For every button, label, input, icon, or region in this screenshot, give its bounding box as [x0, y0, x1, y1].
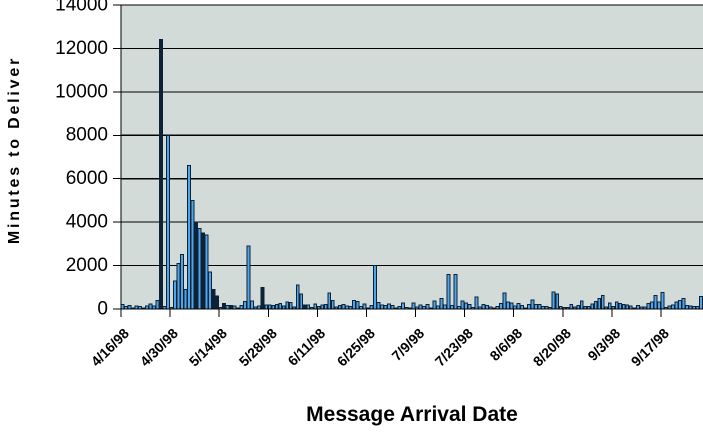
svg-text:4000: 4000	[66, 212, 108, 233]
svg-text:0: 0	[97, 298, 108, 319]
svg-text:10000: 10000	[55, 81, 108, 102]
svg-text:8000: 8000	[66, 125, 108, 146]
svg-text:6000: 6000	[66, 168, 108, 189]
svg-text:12000: 12000	[55, 38, 108, 59]
svg-text:2000: 2000	[66, 255, 108, 276]
svg-text:14000: 14000	[55, 0, 108, 15]
